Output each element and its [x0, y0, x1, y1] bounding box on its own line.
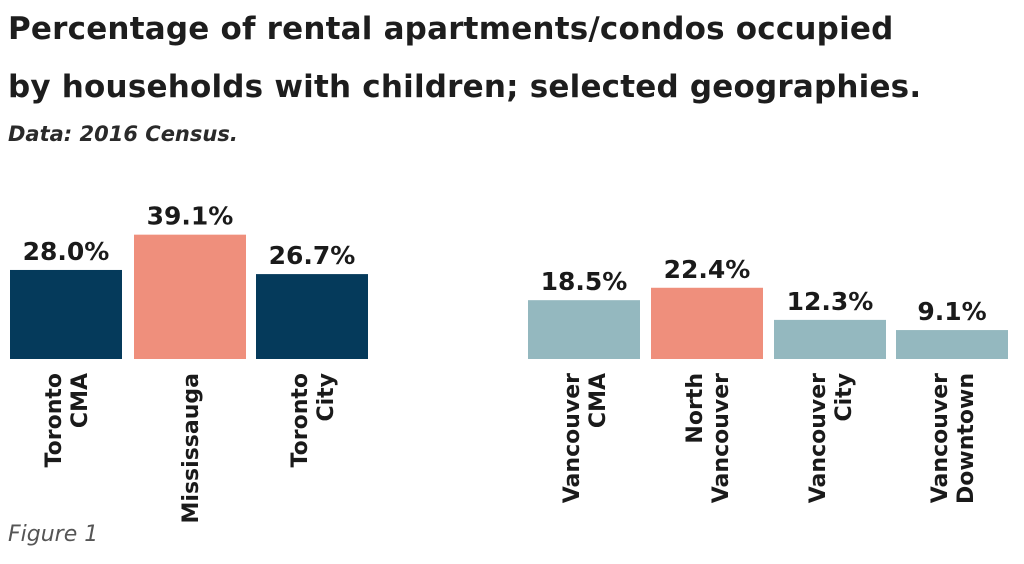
category-label-4-line-1: Vancouver [560, 373, 585, 503]
category-label-4: VancouverCMA [560, 373, 611, 503]
category-label-3: TorontoCity [288, 373, 339, 467]
category-label-6-line-1: Vancouver [806, 373, 831, 503]
bar-5 [651, 287, 763, 359]
category-label-5-line-2: Vancouver [709, 373, 734, 503]
figure-label: Figure 1 [8, 522, 99, 547]
bar-value-label-1: 28.0% [23, 237, 110, 266]
category-label-2: Mississauga [179, 373, 204, 523]
bar-value-label-5: 22.4% [664, 255, 751, 284]
category-label-1: TorontoCMA [42, 373, 93, 467]
chart-title-line-2: by households with children; selected ge… [8, 69, 922, 105]
chart-subtitle: Data: 2016 Census. [8, 122, 238, 146]
category-label-7-line-2: Downtown [954, 373, 979, 504]
bar-7 [896, 330, 1008, 359]
chart-title: Percentage of rental apartments/condos o… [8, 0, 1018, 116]
bar-value-label-2: 39.1% [147, 202, 234, 231]
bar-value-label-4: 18.5% [541, 267, 628, 296]
bar-3 [256, 274, 368, 359]
category-label-3-line-2: City [314, 373, 339, 422]
category-label-2-line-1: Mississauga [179, 373, 204, 523]
category-label-1-line-1: Toronto [42, 373, 67, 467]
category-label-5-line-1: North [683, 373, 708, 444]
category-label-3-line-1: Toronto [288, 373, 313, 467]
bar-4 [528, 300, 640, 359]
chart-title-line-1: Percentage of rental apartments/condos o… [8, 11, 894, 47]
category-label-6-line-2: City [832, 373, 857, 422]
bar-6 [774, 319, 886, 359]
bar-1 [10, 269, 122, 359]
category-label-6: VancouverCity [806, 373, 857, 503]
category-label-4-line-2: CMA [586, 373, 611, 428]
category-label-5: NorthVancouver [683, 373, 734, 503]
bar-2 [134, 234, 246, 359]
category-label-1-line-2: CMA [68, 373, 93, 428]
bar-value-label-3: 26.7% [269, 241, 356, 270]
bar-value-label-6: 12.3% [787, 287, 874, 316]
bar-value-label-7: 9.1% [917, 297, 986, 326]
category-label-7: VancouverDowntown [928, 373, 979, 504]
category-label-7-line-1: Vancouver [928, 373, 953, 503]
